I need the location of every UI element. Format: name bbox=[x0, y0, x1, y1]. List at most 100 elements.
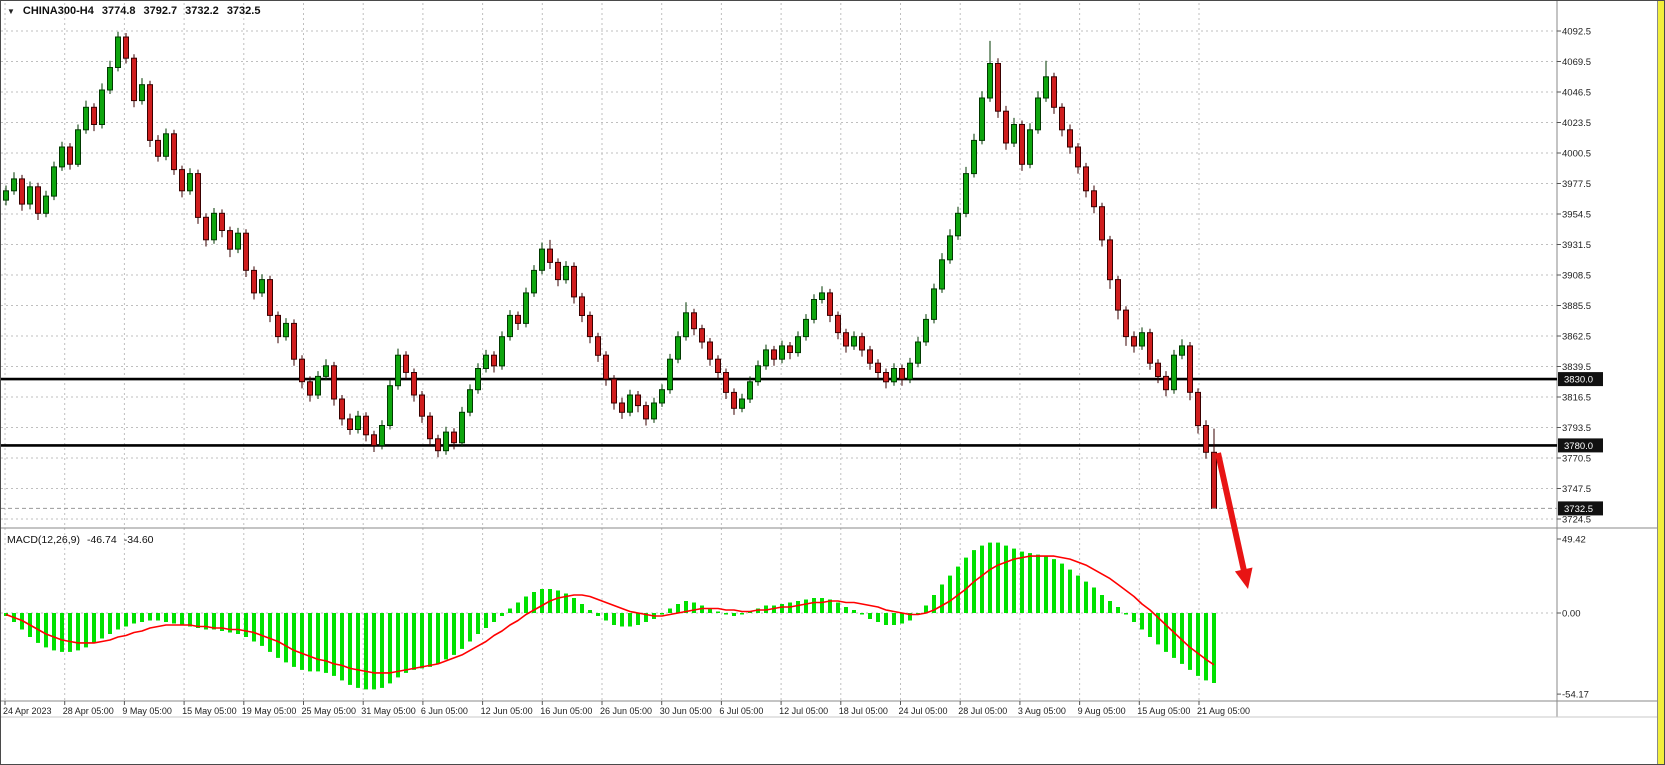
arrow-shaft bbox=[1215, 452, 1248, 574]
macd-histogram-bar bbox=[76, 613, 80, 651]
macd-axis-label: 0.00 bbox=[1562, 609, 1581, 620]
candle-body bbox=[827, 292, 833, 316]
macd-histogram-bar bbox=[644, 613, 648, 622]
candle-body bbox=[315, 375, 321, 396]
macd-histogram-bar bbox=[1164, 613, 1168, 652]
macd-histogram-bar bbox=[780, 604, 784, 613]
candle-body bbox=[459, 411, 465, 444]
candle-body bbox=[995, 63, 1001, 112]
time-axis-label: 15 May 05:00 bbox=[182, 706, 237, 716]
candle-body bbox=[91, 106, 97, 126]
macd-histogram-bar bbox=[348, 613, 352, 685]
macd-histogram-bar bbox=[516, 602, 520, 613]
macd-histogram-bar bbox=[244, 613, 248, 637]
macd-value-label: -46.74 bbox=[86, 534, 117, 546]
price-axis-label: 3770.5 bbox=[1562, 454, 1591, 465]
candle-body bbox=[731, 391, 737, 409]
price-axis-label: 4000.5 bbox=[1562, 149, 1591, 160]
macd-histogram-bar bbox=[660, 613, 664, 615]
macd-layer bbox=[4, 542, 1216, 690]
macd-histogram-bar bbox=[564, 593, 568, 613]
sell-arrow-annotation[interactable] bbox=[1215, 452, 1253, 589]
macd-histogram-bar bbox=[428, 613, 432, 667]
candle-body bbox=[291, 322, 297, 360]
time-scale[interactable]: 24 Apr 2023 28 Apr 05:00 9 May 05:00 15 May… bbox=[3, 701, 1250, 716]
candle-body bbox=[275, 314, 281, 338]
candle-body bbox=[1027, 129, 1033, 165]
candle-body bbox=[675, 336, 681, 360]
candle-body bbox=[579, 296, 585, 316]
candle-body bbox=[715, 358, 721, 374]
candle-body bbox=[443, 431, 449, 452]
macd-histogram-bar bbox=[716, 611, 720, 613]
macd-histogram-bar bbox=[1108, 601, 1112, 613]
candle-body bbox=[131, 57, 137, 102]
macd-histogram-bar bbox=[572, 598, 576, 613]
candle-body bbox=[1147, 332, 1153, 364]
chart-title: ▼ CHINA300-H4 3774.8 3792.7 3732.2 3732.… bbox=[7, 5, 260, 17]
candle-body bbox=[3, 190, 9, 201]
candle-body bbox=[1099, 206, 1105, 241]
candle-body bbox=[355, 415, 361, 431]
macd-histogram-bar bbox=[692, 602, 696, 613]
time-axis-label: 25 May 05:00 bbox=[302, 706, 357, 716]
macd-histogram-bar bbox=[948, 575, 952, 613]
macd-histogram-bar bbox=[412, 613, 416, 670]
time-axis-label: 21 Aug 05:00 bbox=[1197, 706, 1250, 716]
macd-histogram-bar bbox=[1100, 595, 1104, 613]
price-axis-label: 3977.5 bbox=[1562, 179, 1591, 190]
candle-body bbox=[603, 354, 609, 380]
candle-body bbox=[195, 173, 201, 218]
candle-body bbox=[1075, 146, 1081, 168]
candle-body bbox=[243, 232, 249, 271]
candle-body bbox=[1019, 124, 1025, 165]
macd-histogram-bar bbox=[468, 613, 472, 642]
macd-histogram-bar bbox=[188, 613, 192, 627]
macd-histogram-bar bbox=[724, 613, 728, 615]
macd-histogram-bar bbox=[108, 613, 112, 634]
candle-body bbox=[795, 336, 801, 354]
macd-histogram-bar bbox=[68, 613, 72, 652]
macd-histogram-bar bbox=[836, 602, 840, 613]
macd-histogram-bar bbox=[1188, 613, 1192, 670]
candle-body bbox=[859, 336, 865, 351]
last-price-tag-label: 3732.5 bbox=[1564, 504, 1593, 515]
macd-histogram-bar bbox=[1172, 613, 1176, 658]
candle-body bbox=[691, 312, 697, 330]
macd-histogram-bar bbox=[212, 613, 216, 630]
candle-body bbox=[515, 314, 521, 324]
ohlc-high-value: 3792.7 bbox=[143, 5, 178, 17]
macd-histogram-bar bbox=[956, 566, 960, 613]
candle-body bbox=[1139, 332, 1145, 347]
symbol-dropdown-icon[interactable]: ▼ bbox=[7, 6, 15, 16]
macd-histogram-bar bbox=[60, 613, 64, 652]
price-axis-label: 3793.5 bbox=[1562, 423, 1591, 434]
candle-body bbox=[59, 146, 65, 168]
time-axis-label: 28 Jul 05:00 bbox=[958, 706, 1007, 716]
candle-body bbox=[339, 398, 345, 420]
time-axis-label: 12 Jun 05:00 bbox=[481, 706, 533, 716]
macd-histogram-bar bbox=[420, 613, 424, 669]
candle-body bbox=[803, 318, 809, 338]
candle-body bbox=[883, 372, 889, 383]
candle-body bbox=[763, 349, 769, 367]
candle-body bbox=[203, 216, 209, 241]
macd-histogram-bar bbox=[164, 613, 168, 622]
macd-histogram-bar bbox=[588, 610, 592, 613]
macd-histogram-bar bbox=[1140, 613, 1144, 630]
macd-histogram-bar bbox=[92, 613, 96, 643]
price-axis-label: 3816.5 bbox=[1562, 393, 1591, 404]
price-scale[interactable]: 4092.5 4069.5 4046.5 4023.5 4000.5 3977.5 3954… bbox=[1557, 27, 1591, 701]
candle-body bbox=[915, 341, 921, 364]
candle-body bbox=[987, 63, 993, 99]
candle-body bbox=[1051, 76, 1057, 108]
macd-histogram-bar bbox=[156, 613, 160, 621]
candle-body bbox=[267, 279, 273, 316]
macd-histogram-bar bbox=[460, 613, 464, 649]
macd-indicator-label: MACD(12,26,9) -46.74 -34.60 bbox=[7, 534, 154, 546]
macd-histogram-bar bbox=[380, 613, 384, 688]
macd-histogram-bar bbox=[500, 613, 504, 616]
macd-histogram-bar bbox=[1196, 613, 1200, 676]
time-axis-label: 9 May 05:00 bbox=[122, 706, 172, 716]
